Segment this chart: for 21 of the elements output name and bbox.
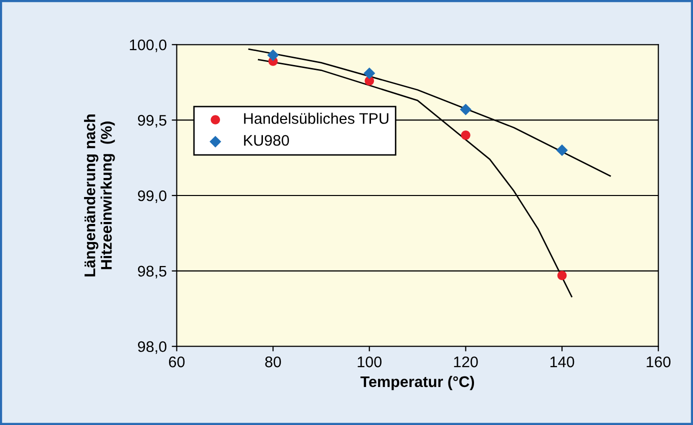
point <box>364 67 376 80</box>
y-tick-label: 98,0 <box>138 341 166 354</box>
y-axis-title: Längenänderung nach Hitzeeinwirkung (%) <box>84 114 115 276</box>
x-tick-label: 160 <box>646 356 670 368</box>
x-axis-title: Temperatur (°C) <box>360 376 474 390</box>
x-tick-label: 140 <box>550 356 574 368</box>
y-tick-label: 99,5 <box>138 114 166 128</box>
y-tick-label: 100,0 <box>130 39 166 52</box>
legend-label: Handelsübliches TPU <box>244 112 388 124</box>
x-tick-label: 100 <box>358 356 382 368</box>
point <box>556 144 568 156</box>
x-tick-label: 60 <box>168 356 185 368</box>
point <box>267 49 279 61</box>
x-tick-label: 120 <box>454 356 478 368</box>
x-tick-label: 80 <box>265 356 281 368</box>
point <box>460 104 472 116</box>
y-tick-label: 98,5 <box>138 266 166 278</box>
point <box>461 130 470 140</box>
legend-label: KU980 <box>244 134 289 146</box>
point <box>557 270 567 280</box>
y-tick-label: 99,0 <box>138 190 166 203</box>
